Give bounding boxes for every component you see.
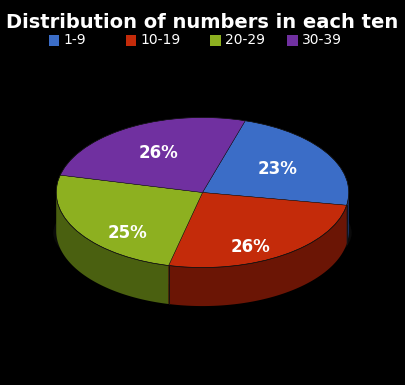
Polygon shape [168, 192, 347, 268]
Text: 23%: 23% [257, 160, 297, 178]
Text: 1-9: 1-9 [63, 33, 86, 47]
Text: 10-19: 10-19 [140, 33, 180, 47]
Text: 25%: 25% [108, 224, 147, 243]
Polygon shape [56, 175, 202, 266]
Ellipse shape [53, 180, 352, 285]
Text: 20-29: 20-29 [225, 33, 265, 47]
Polygon shape [168, 205, 347, 306]
Polygon shape [56, 193, 168, 304]
Polygon shape [347, 193, 349, 244]
FancyBboxPatch shape [49, 35, 59, 46]
Polygon shape [202, 121, 349, 205]
FancyBboxPatch shape [210, 35, 221, 46]
FancyBboxPatch shape [126, 35, 136, 46]
Text: Distribution of numbers in each ten: Distribution of numbers in each ten [6, 13, 399, 32]
Polygon shape [60, 117, 245, 192]
Text: 26%: 26% [139, 144, 179, 162]
Text: 26%: 26% [231, 238, 271, 256]
Text: 30-39: 30-39 [302, 33, 342, 47]
FancyBboxPatch shape [287, 35, 298, 46]
